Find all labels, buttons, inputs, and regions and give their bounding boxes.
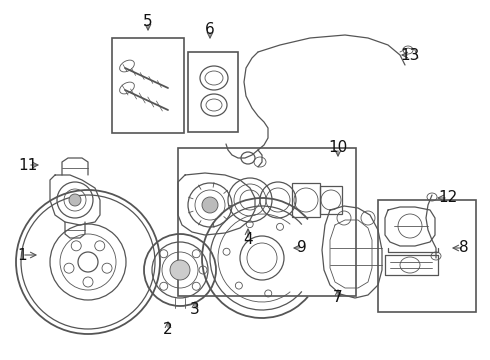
Text: 11: 11 bbox=[19, 158, 38, 172]
Text: 9: 9 bbox=[297, 240, 307, 256]
Text: 6: 6 bbox=[205, 22, 215, 37]
Text: 3: 3 bbox=[190, 302, 200, 318]
Text: 4: 4 bbox=[243, 233, 253, 248]
Text: 13: 13 bbox=[400, 48, 420, 63]
Text: 2: 2 bbox=[163, 323, 173, 338]
Text: 12: 12 bbox=[439, 190, 458, 206]
Text: 5: 5 bbox=[143, 14, 153, 30]
Text: 1: 1 bbox=[17, 248, 27, 262]
Bar bbox=[112, 38, 184, 133]
Ellipse shape bbox=[170, 260, 190, 280]
Text: 8: 8 bbox=[459, 240, 469, 256]
Bar bbox=[378, 200, 476, 312]
Bar bbox=[178, 148, 356, 296]
Bar bbox=[320, 186, 342, 214]
Text: 10: 10 bbox=[328, 140, 347, 156]
Bar bbox=[188, 52, 238, 132]
Text: 7: 7 bbox=[333, 291, 343, 306]
Ellipse shape bbox=[202, 197, 218, 213]
Bar bbox=[292, 183, 320, 217]
Ellipse shape bbox=[69, 194, 81, 206]
